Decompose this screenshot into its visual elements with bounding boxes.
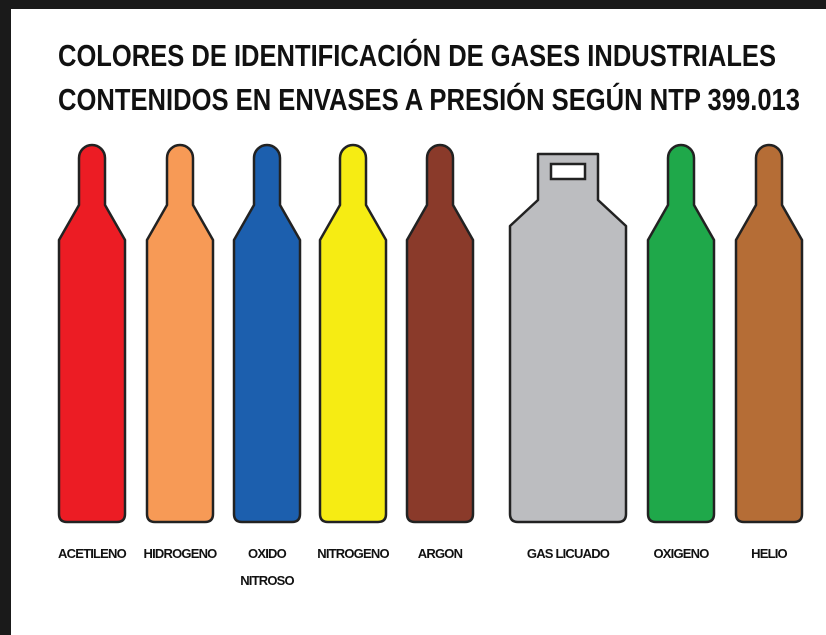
cylinder-label: NITROSO — [240, 573, 294, 588]
cylinder-label: OXIDO — [248, 546, 287, 561]
poster: COLORES DE IDENTIFICACIÓN DE GASES INDUS… — [0, 0, 826, 635]
cylinder-label: ARGON — [418, 546, 463, 561]
cylinder-label: ACETILENO — [58, 546, 127, 561]
cylinder — [510, 154, 626, 522]
cylinders: ACETILENO HIDROGENO OXIDO NITROSO NITROGENO A… — [58, 145, 802, 588]
cylinder-label: NITROGENO — [317, 546, 389, 561]
cylinder-label: HIDROGENO — [144, 546, 218, 561]
left-border — [0, 0, 11, 635]
handle-hole — [551, 164, 585, 179]
cylinder-label: GAS LICUADO — [527, 546, 610, 561]
cylinder-label: OXIGENO — [653, 546, 709, 561]
title-line: CONTENIDOS EN ENVASES A PRESIÓN SEGÚN NT… — [58, 81, 800, 117]
top-border — [0, 0, 826, 9]
title-line: COLORES DE IDENTIFICACIÓN DE GASES INDUS… — [58, 37, 776, 73]
cylinder-label: HELIO — [751, 546, 787, 561]
